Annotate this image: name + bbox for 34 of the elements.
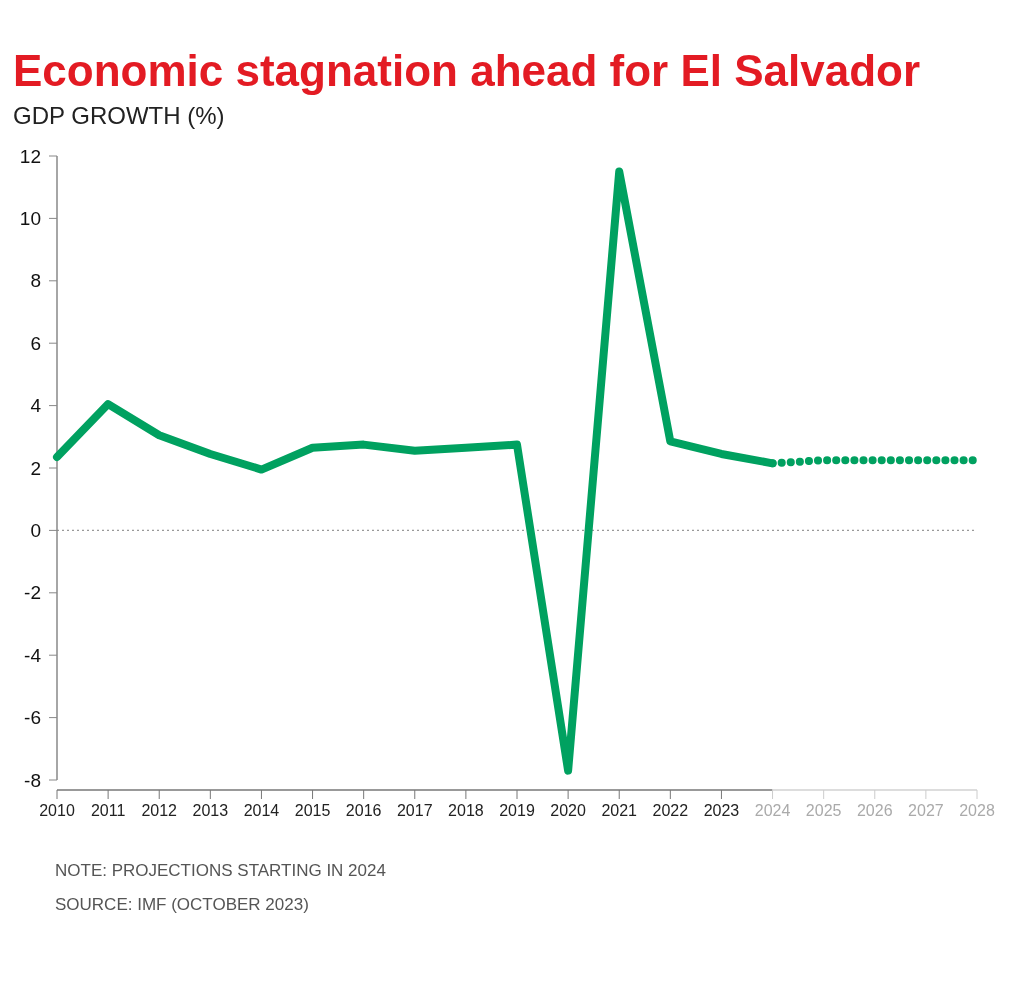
x-tick-label: 2010 bbox=[39, 802, 75, 819]
text: NOTE: PROJECTIONS STARTING IN 2024 bbox=[55, 861, 386, 880]
source-note: SOURCE: IMF (OCTOBER 2023) bbox=[55, 895, 309, 914]
x-tick-label: 2028 bbox=[959, 802, 995, 819]
x-tick-label: 2014 bbox=[243, 802, 280, 819]
y-tick-label: 4 bbox=[30, 395, 42, 417]
x-tick-label: 2016 bbox=[345, 802, 382, 819]
y-tick-label: -6 bbox=[24, 707, 41, 729]
x-tick-label: 2021 bbox=[601, 802, 638, 819]
x-tick-label: 2019 bbox=[499, 802, 535, 819]
y-tick-label: 6 bbox=[30, 332, 41, 354]
x-tick-label: 2013 bbox=[192, 802, 229, 819]
x-tick-label: 2020 bbox=[550, 802, 587, 819]
x-tick-label: 2011 bbox=[90, 802, 126, 819]
y-tick-label: 10 bbox=[19, 208, 41, 230]
y-tick-label: 2 bbox=[30, 457, 41, 479]
y-tick-label: -2 bbox=[24, 582, 41, 604]
y-tick-label: -4 bbox=[24, 644, 42, 666]
x-tick-label: 2026 bbox=[856, 802, 893, 819]
chart-title: Economic stagnation ahead for El Salvador bbox=[13, 46, 921, 95]
x-tick-label: 2024 bbox=[754, 802, 791, 819]
x-tick-label: 2017 bbox=[396, 802, 433, 819]
x-tick-label: 2012 bbox=[141, 802, 178, 819]
x-tick-label: 2025 bbox=[805, 802, 842, 819]
x-tick-label: 2022 bbox=[652, 802, 689, 819]
y-tick-label: 12 bbox=[19, 145, 41, 167]
x-tick-label: 2027 bbox=[908, 802, 944, 819]
x-tick-label: 2015 bbox=[294, 802, 331, 819]
y-tick-label: -8 bbox=[24, 769, 41, 791]
chart-subtitle: GDP GROWTH (%) bbox=[13, 102, 225, 129]
y-tick-label: 8 bbox=[30, 270, 41, 292]
x-tick-label: 2018 bbox=[448, 802, 484, 819]
y-tick-label: 0 bbox=[30, 520, 41, 542]
x-tick-label: 2023 bbox=[703, 802, 740, 819]
